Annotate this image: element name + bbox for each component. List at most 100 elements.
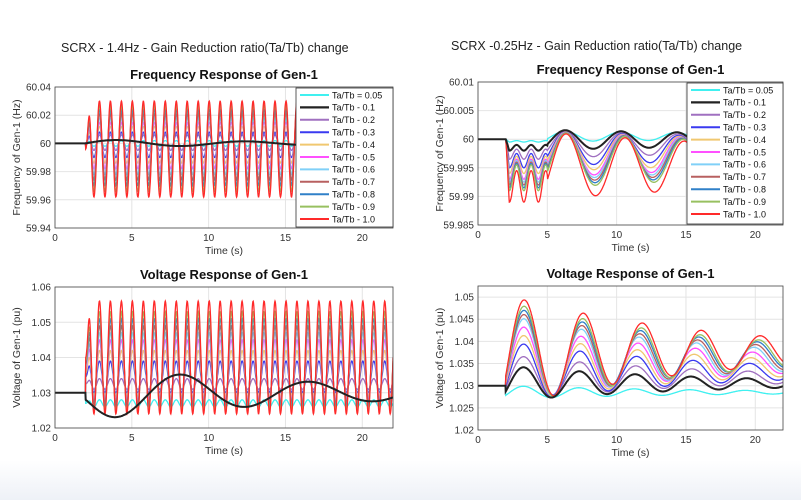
figure-title-left: SCRX - 1.4Hz - Gain Reduction ratio(Ta/T… — [61, 41, 349, 55]
y-tick-label: 60.005 — [443, 106, 474, 117]
legend-entry: Ta/Tb - 0.9 — [332, 202, 375, 212]
legend-entry: Ta/Tb - 0.6 — [723, 160, 766, 170]
x-tick-label: 20 — [750, 230, 762, 241]
y-tick-label: 1.05 — [455, 293, 475, 304]
y-tick-label: 59.98 — [26, 167, 51, 178]
series-line-0.2 — [478, 356, 783, 398]
x-tick-label: 0 — [52, 233, 58, 244]
y-tick-label: 1.03 — [455, 381, 475, 392]
series-line-0.1 — [55, 373, 393, 419]
y-axis-label: Voltage of Gen-1 (pu) — [11, 307, 23, 407]
legend-entry: Ta/Tb - 0.9 — [723, 197, 766, 207]
x-axis-label: Time (s) — [205, 245, 243, 257]
subplot-title: Frequency Response of Gen-1 — [130, 67, 318, 82]
y-tick-label: 1.045 — [449, 315, 474, 326]
y-tick-label: 1.035 — [449, 359, 474, 370]
legend-entry: Ta/Tb - 0.4 — [332, 140, 375, 150]
x-tick-label: 15 — [680, 435, 692, 446]
x-tick-label: 15 — [680, 230, 692, 241]
legend: Ta/Tb = 0.05 Ta/Tb - 0.1 Ta/Tb - 0.2 Ta/Tb … — [295, 87, 394, 228]
subplot-title: Frequency Response of Gen-1 — [537, 62, 725, 77]
legend-box — [686, 82, 784, 225]
y-tick-label: 59.995 — [443, 163, 474, 174]
y-axis-label: Voltage of Gen-1 (pu) — [434, 308, 446, 408]
legend-entry: Ta/Tb - 0.7 — [723, 172, 766, 182]
subplot-4: 0 5 10 15 20 1.02 1.025 1.03 1.035 1.04 1.045 1.05 V… — [434, 266, 784, 459]
x-tick-label: 5 — [129, 233, 135, 244]
subplot-1: 0 5 10 15 2059.9459.9659.986060.0260.04Frequ… — [11, 67, 394, 257]
x-tick-label: 20 — [357, 233, 369, 244]
y-tick-label: 59.985 — [443, 221, 474, 232]
x-tick-label: 5 — [129, 433, 135, 444]
x-tick-label: 10 — [203, 433, 215, 444]
y-tick-label: 1.05 — [32, 318, 52, 329]
plot-area — [478, 286, 783, 430]
x-tick-label: 5 — [545, 230, 551, 241]
subplot-title: Voltage Response of Gen-1 — [140, 267, 308, 282]
x-tick-label: 10 — [203, 233, 215, 244]
y-tick-label: 1.06 — [32, 283, 52, 294]
series-line-1.0 — [55, 299, 393, 416]
x-tick-label: 15 — [280, 233, 292, 244]
legend-entry: Ta/Tb - 0.5 — [723, 147, 766, 157]
legend-entry: Ta/Tb - 1.0 — [723, 209, 766, 219]
x-tick-label: 0 — [475, 230, 481, 241]
series-line-1.0 — [478, 299, 783, 397]
y-tick-label: 59.96 — [26, 195, 51, 206]
y-tick-label: 1.04 — [32, 353, 52, 364]
subplot-title: Voltage Response of Gen-1 — [546, 266, 714, 281]
x-tick-label: 20 — [357, 433, 369, 444]
legend-entry: Ta/Tb - 0.2 — [723, 110, 766, 120]
y-tick-label: 1.02 — [455, 426, 475, 437]
legend-entry: Ta/Tb - 0.8 — [723, 185, 766, 195]
x-tick-label: 15 — [280, 433, 292, 444]
y-tick-label: 60 — [40, 139, 52, 150]
x-tick-label: 10 — [611, 435, 623, 446]
legend-entry: Ta/Tb - 0.3 — [332, 128, 375, 138]
y-tick-label: 60.02 — [26, 111, 51, 122]
y-tick-label: 1.03 — [32, 388, 52, 399]
x-tick-label: 10 — [611, 230, 623, 241]
axes-frame — [54, 286, 394, 429]
y-tick-label: 1.025 — [449, 403, 474, 414]
y-tick-label: 60 — [463, 135, 475, 146]
y-tick-label: 60.01 — [449, 78, 474, 89]
legend: Ta/Tb = 0.05 Ta/Tb - 0.1 Ta/Tb - 0.2 Ta/Tb … — [686, 82, 784, 225]
series-line-0.4 — [478, 334, 783, 397]
legend-entry: Ta/Tb - 0.7 — [332, 177, 375, 187]
series-group — [55, 299, 393, 419]
x-tick-label: 5 — [545, 435, 551, 446]
x-axis-label: Time (s) — [611, 447, 649, 459]
legend-entry: Ta/Tb - 0.5 — [332, 152, 375, 162]
y-axis-label: Frequency of Gen-1 (Hz) — [11, 99, 23, 215]
y-tick-label: 59.99 — [449, 192, 474, 203]
legend-entry: Ta/Tb = 0.05 — [332, 90, 382, 100]
legend-entry: Ta/Tb - 0.1 — [332, 103, 375, 113]
series-group — [478, 299, 783, 399]
legend-entry: Ta/Tb - 0.6 — [332, 165, 375, 175]
y-tick-label: 1.04 — [455, 337, 475, 348]
subplot-2: 0 5 10 15 20 1.02 1.03 1.04 1.05 1.06 Voltage Resp… — [11, 267, 394, 457]
y-tick-label: 60.04 — [26, 83, 51, 94]
x-tick-label: 0 — [52, 433, 58, 444]
y-tick-label: 59.94 — [26, 224, 51, 235]
series-line-0.1 — [478, 366, 783, 399]
axes-frame — [477, 285, 784, 431]
x-tick-label: 0 — [475, 435, 481, 446]
legend-entry: Ta/Tb = 0.05 — [723, 85, 773, 95]
legend-entry: Ta/Tb - 0.4 — [723, 135, 766, 145]
series-line-0.05 — [478, 385, 783, 399]
subplot-3: 0 5 10 15 2059.98559.9959.9956060.00560.01Fr… — [434, 62, 784, 254]
legend-entry: Ta/Tb - 0.8 — [332, 190, 375, 200]
x-axis-label: Time (s) — [611, 242, 649, 254]
x-tick-label: 20 — [750, 435, 762, 446]
x-axis-label: Time (s) — [205, 445, 243, 457]
legend-entry: Ta/Tb - 0.1 — [723, 98, 766, 108]
series-line-0.3 — [478, 343, 783, 398]
legend-entry: Ta/Tb - 1.0 — [332, 214, 375, 224]
figure-title-right: SCRX -0.25Hz - Gain Reduction ratio(Ta/T… — [451, 39, 743, 53]
y-axis-label: Frequency of Gen-1 (Hz) — [434, 95, 446, 211]
y-tick-label: 1.02 — [32, 424, 52, 435]
legend-entry: Ta/Tb - 0.3 — [723, 123, 766, 133]
